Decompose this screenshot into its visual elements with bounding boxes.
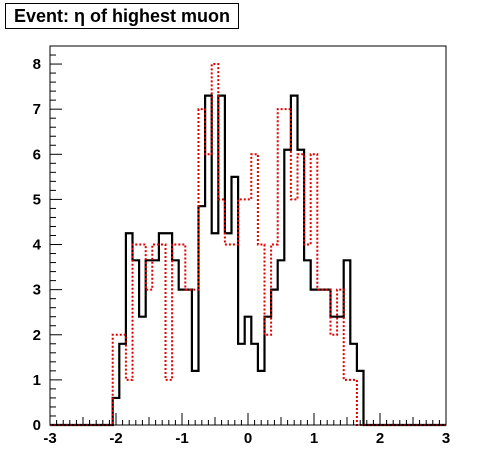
histogram-series-dotted (50, 63, 446, 426)
series-layer (50, 63, 446, 427)
x-tick-label: 1 (310, 430, 318, 447)
y-tick-label: 6 (33, 146, 41, 163)
histogram-series-solid (50, 94, 446, 427)
y-tick-label: 0 (33, 417, 41, 434)
x-tick-label: 0 (244, 430, 252, 447)
x-tick-label: 3 (442, 430, 450, 447)
y-tick-label: 7 (33, 101, 41, 118)
x-tick-label: -1 (175, 430, 188, 447)
y-tick-label: 2 (33, 327, 41, 344)
plot-frame (49, 45, 447, 426)
y-tick-label: 3 (33, 282, 41, 299)
y-tick-label: 8 (33, 56, 41, 73)
x-tick-label: 2 (376, 430, 384, 447)
x-tick-label: -3 (43, 430, 56, 447)
y-tick-label: 4 (33, 237, 42, 254)
chart-title: Event: η of highest muon (14, 5, 230, 26)
x-tick-label: -2 (109, 430, 122, 447)
y-tick-label: 1 (33, 372, 41, 389)
axes-layer: -3 -2 -1 0 1 2 3 0 1 2 3 4 5 6 7 8 (33, 45, 450, 447)
y-tick-label: 5 (33, 191, 41, 208)
chart-title-box: Event: η of highest muon (5, 3, 239, 29)
